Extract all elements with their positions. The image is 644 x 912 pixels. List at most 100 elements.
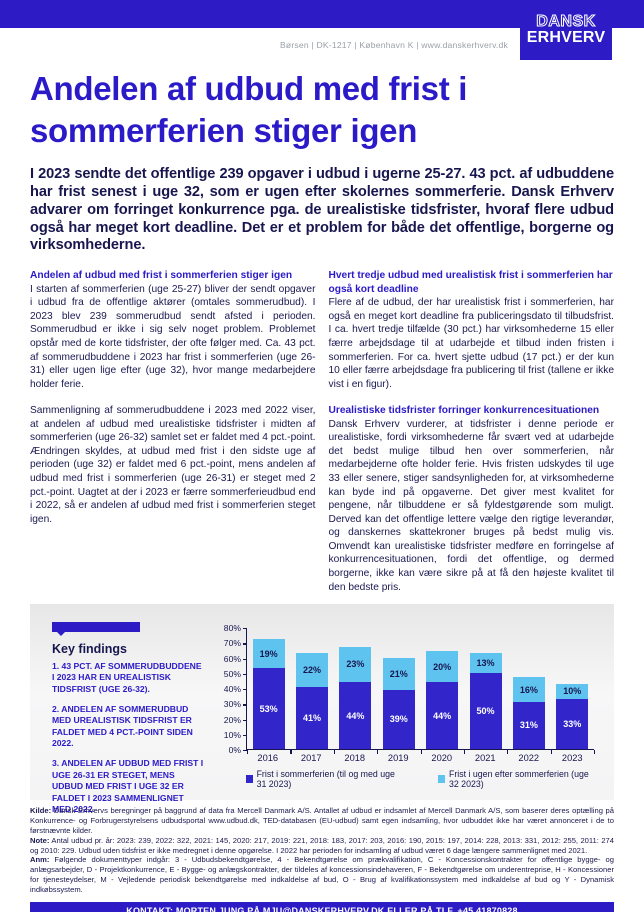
x-axis-label-2016: 2016	[257, 753, 279, 764]
right-column-paragraph-2: Dansk Erhverv vurderer, at tidsfrister i…	[328, 418, 615, 593]
x-axis-tick	[333, 750, 335, 755]
x-axis-tick	[247, 750, 249, 755]
bar-segment: 44%	[339, 681, 372, 750]
key-findings-box: Key findings 1. 43 PCT. AF SOMMERUDBUDDE…	[52, 618, 204, 814]
y-axis-tick	[243, 673, 247, 676]
legend-swatch-icon	[246, 775, 253, 784]
bar-segment: 50%	[469, 672, 502, 750]
doc-types-note: Anm: Følgende dokumenttyper indgår: 3 - …	[30, 855, 614, 894]
bar-2018: 23% 44%	[339, 646, 372, 750]
legend-label: Frist i sommerferien (til og med uge 31 …	[256, 769, 395, 790]
y-axis: 80% 70% 60% 50% 40% 30% 20% 10% 0%	[220, 623, 246, 755]
x-axis-tick	[594, 750, 596, 755]
x-axis-label-2020: 2020	[431, 753, 453, 764]
right-column-paragraph-1: Flere af de udbud, der har urealistisk f…	[328, 297, 615, 390]
y-axis-tick	[243, 689, 247, 691]
y-axis-tick-label: 60%	[223, 653, 241, 664]
y-axis-tick-label: 40%	[223, 684, 241, 695]
legend-label: Frist i ugen efter sommerferien (uge 32 …	[448, 769, 589, 790]
figure-panel: Key findings 1. 43 PCT. AF SOMMERUDBUDDE…	[30, 604, 614, 814]
bar-2021: 13% 50%	[469, 653, 502, 750]
chart-legend: Frist i sommerferien (til og med uge 31 …	[246, 769, 594, 789]
legend-item: Frist i ugen efter sommerferien (uge 32 …	[438, 769, 594, 789]
bar-segment: 23%	[339, 646, 372, 682]
dansk-erhverv-logo: DANSK ERHVERV	[520, 0, 612, 60]
y-axis-tick-label: 50%	[223, 668, 241, 679]
bar-segment: 13%	[469, 653, 502, 673]
x-axis-labels: 2016 2017 2018 2019 2020 2021 2022 2023	[246, 750, 594, 763]
bar-segment: 16%	[512, 677, 545, 702]
bar-segment: 10%	[556, 683, 589, 699]
y-axis-tick-label: 20%	[223, 714, 241, 725]
x-axis-tick	[377, 750, 379, 755]
bar-segment: 53%	[252, 668, 285, 750]
intro-paragraph: I 2023 sendte det offentlige 239 opgaver…	[30, 166, 614, 254]
bar-2017: 22% 41%	[296, 653, 329, 750]
bar-segment: 44%	[426, 681, 459, 750]
key-findings-title: Key findings	[52, 642, 128, 657]
bar-segment: 41%	[296, 686, 329, 750]
y-axis-tick-label: 30%	[223, 699, 241, 710]
left-column: Andelen af udbud med frist i sommerferie…	[30, 269, 316, 594]
legend-item: Frist i sommerferien (til og med uge 31 …	[246, 769, 400, 789]
y-axis-tick	[243, 750, 247, 752]
x-axis-tick	[507, 750, 509, 755]
bar-segment: 20%	[426, 651, 459, 682]
footnotes: Kilde: Dansk Erhvervs beregninger på bag…	[30, 806, 614, 895]
header-address: Børsen | DK-1217 | København K | www.dan…	[279, 40, 508, 50]
note-label: Note:	[30, 835, 50, 845]
body-columns: Andelen af udbud med frist i sommerferie…	[30, 269, 614, 594]
x-axis-label-2019: 2019	[387, 753, 409, 764]
y-axis-tick	[243, 704, 247, 706]
contact-bar: KONTAKT: MORTEN JUNG PÅ MJU@DANSKERHVERV…	[30, 901, 614, 912]
source-note: Kilde: Dansk Erhvervs beregninger på bag…	[30, 806, 614, 835]
page-title: Andelen af udbud med frist i sommerferie…	[30, 70, 468, 149]
bar-segment: 21%	[382, 657, 415, 690]
logo-text-erhverv: ERHVERV	[526, 29, 606, 46]
y-axis-tick	[243, 628, 247, 630]
count-note: Note: Antal udbud pr. år: 2023: 239, 202…	[30, 835, 614, 855]
x-axis-label-2022: 2022	[518, 753, 540, 764]
anm-label: Anm:	[30, 855, 50, 865]
y-axis-tick-label: 70%	[223, 638, 241, 649]
legend-swatch-icon	[438, 775, 445, 784]
x-axis-tick	[463, 750, 466, 755]
bar-2022: 16% 31%	[512, 677, 545, 750]
bar-2019: 21% 39%	[382, 657, 415, 750]
y-axis-tick	[243, 658, 247, 660]
left-column-paragraph-1: I starten af sommerferien (uge 25-27) bl…	[30, 283, 316, 390]
bar-segment: 19%	[252, 639, 285, 669]
y-axis-tick	[243, 734, 247, 737]
logo-text-dansk: DANSK	[536, 12, 596, 30]
source-label: Kilde:	[30, 806, 52, 816]
key-finding-1: 1. 43 PCT. AF SOMMERUDBUDDENE I 2023 HAR…	[52, 661, 202, 694]
bars-row: 19% 53% 22% 41% 23% 44% 21% 39% 20% 44% 13% 50% 16% 3…	[247, 628, 594, 750]
right-column: Hvert tredje udbud med urealistisk frist…	[329, 269, 615, 594]
x-axis-label-2017: 2017	[300, 753, 322, 764]
stacked-bar-chart: 80% 70% 60% 50% 40% 30% 20% 10% 0% 19% 53% 22% 41% 23…	[220, 618, 596, 790]
right-column-heading-2: Urealistiske tidsfrister forringer konku…	[328, 405, 600, 417]
x-axis-tick	[420, 750, 422, 755]
y-axis-tick-label: 80%	[223, 623, 241, 634]
y-axis-tick	[243, 719, 247, 721]
key-finding-2: 2. ANDELEN AF SOMMERUDBUD MED UREALISTIS…	[52, 704, 193, 749]
bar-segment: 39%	[382, 689, 415, 750]
x-axis-label-2023: 2023	[561, 753, 583, 764]
x-axis-label-2021: 2021	[474, 753, 496, 764]
key-finding-3: 3. ANDELEN AF UDBUD MED FRIST I UGE 26-3…	[52, 758, 204, 814]
left-column-paragraph-2: Sammenligning af sommerudbuddene i 2023 …	[30, 405, 316, 525]
left-column-heading: Andelen af udbud med frist i sommerferie…	[30, 270, 293, 282]
y-axis-tick-label: 10%	[223, 729, 241, 740]
bar-segment: 31%	[512, 701, 545, 750]
y-axis-tick-label: 0%	[228, 745, 241, 756]
bar-2023: 10% 33%	[556, 683, 589, 750]
key-findings-tab-marker	[52, 622, 140, 637]
bar-2016: 19% 53%	[252, 639, 285, 750]
x-axis-tick	[550, 750, 552, 755]
x-axis-tick	[290, 750, 292, 755]
bar-segment: 33%	[556, 698, 589, 750]
x-axis-label-2018: 2018	[344, 753, 366, 764]
bar-segment: 22%	[296, 653, 329, 687]
plot: 19% 53% 22% 41% 23% 44% 21% 39% 20% 44% 13% 50% 16% 3…	[243, 628, 596, 755]
